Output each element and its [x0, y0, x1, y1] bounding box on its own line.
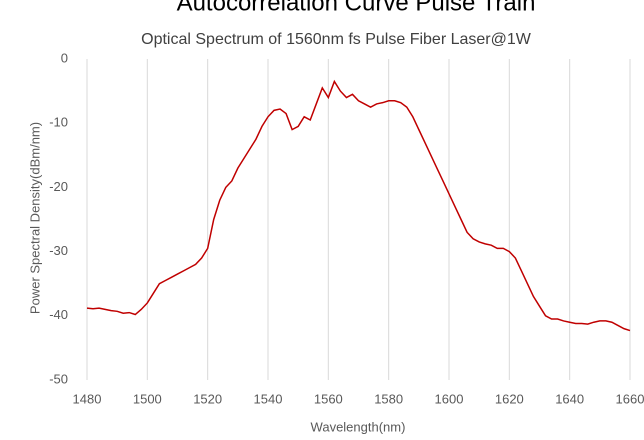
x-tick-label: 1580	[374, 391, 403, 406]
x-tick-label: 1660	[616, 391, 644, 406]
data-line	[86, 79, 631, 332]
chart-title: Optical Spectrum of 1560nm fs Pulse Fibe…	[141, 31, 532, 48]
x-tick-label: 1480	[73, 391, 102, 406]
y-tick-label: -30	[49, 243, 68, 258]
clipped-heading: Autocorrelation Curve Pulse Train	[177, 0, 536, 16]
x-tick-label: 1640	[555, 391, 584, 406]
x-axis-label: Wavelength(nm)	[311, 419, 406, 434]
y-tick-label: -20	[49, 179, 68, 194]
x-tick-label: 1500	[133, 391, 162, 406]
y-tick-label: -10	[49, 115, 68, 130]
y-tick-label: 0	[61, 50, 68, 65]
x-tick-label: 1560	[314, 391, 343, 406]
y-axis-label: Power Spectral Density(dBm/nm)	[27, 122, 42, 314]
x-tick-label: 1540	[254, 391, 283, 406]
x-tick-label: 1520	[193, 391, 222, 406]
y-tick-label: -50	[49, 371, 68, 386]
x-tick-label: 1600	[435, 391, 464, 406]
x-tick-label: 1620	[495, 391, 524, 406]
y-tick-label: -40	[49, 307, 68, 322]
